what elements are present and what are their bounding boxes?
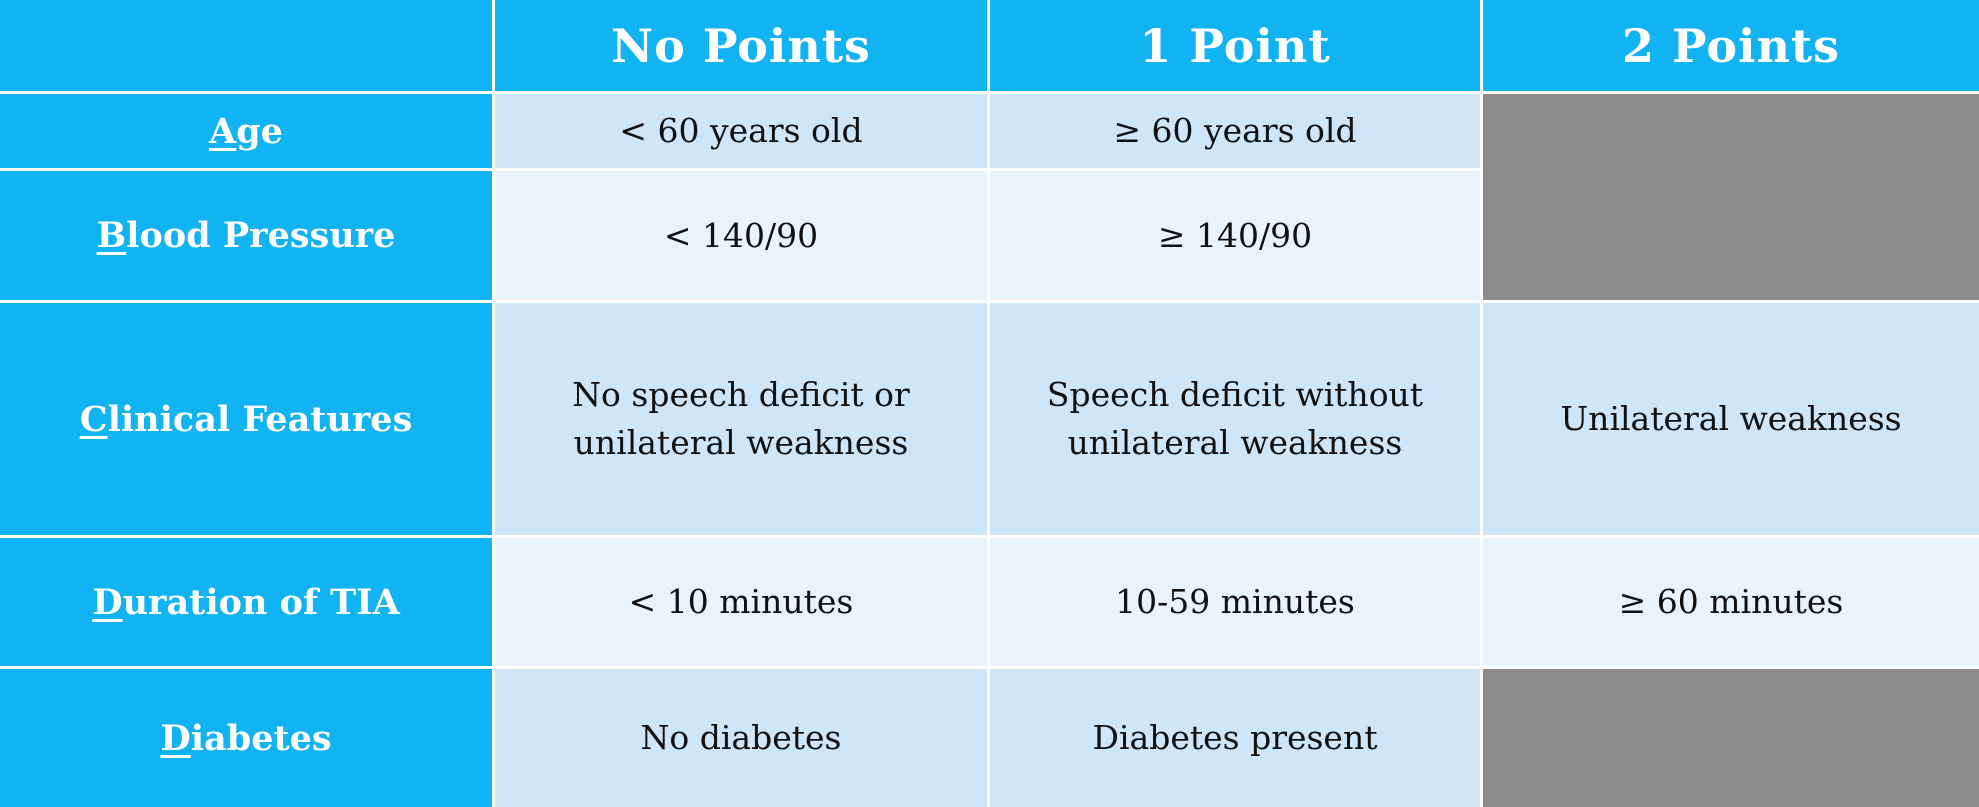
bp-no-points: < 140/90 xyxy=(495,171,990,303)
age-one-point: ≥ 60 years old xyxy=(990,94,1483,171)
header-corner xyxy=(0,0,495,94)
bp-one-point: ≥ 140/90 xyxy=(990,171,1483,303)
row-label-lead-letter: C xyxy=(79,398,108,440)
row-label-rest: uration of TIA xyxy=(122,581,400,623)
row-label-lead-letter: D xyxy=(92,581,123,623)
clinical-no-points: No speech deficit or unilateral weakness xyxy=(495,303,990,538)
clinical-no-points-line-2: unilateral weakness xyxy=(573,423,909,462)
clinical-one-point: Speech deficit without unilateral weakne… xyxy=(990,303,1483,538)
row-label-lead-letter: B xyxy=(96,215,127,256)
row-label-lead-letter: A xyxy=(209,110,237,152)
row-label-rest: iabetes xyxy=(190,717,332,759)
diabetes-no-points: No diabetes xyxy=(495,669,990,807)
header-two-points: 2 Points xyxy=(1483,0,1979,94)
header-one-point: 1 Point xyxy=(990,0,1483,94)
clinical-one-point-line-1: Speech deficit without xyxy=(1046,375,1424,415)
diabetes-one-point: Diabetes present xyxy=(990,669,1483,807)
row-label-rest: lood Pressure xyxy=(126,215,396,256)
duration-no-points: < 10 minutes xyxy=(495,538,990,669)
row-label-lead-letter: D xyxy=(160,717,191,759)
row-label-rest: ge xyxy=(236,110,283,152)
duration-two-points: ≥ 60 minutes xyxy=(1483,538,1979,669)
clinical-two-points: Unilateral weakness xyxy=(1483,303,1979,538)
header-no-points: No Points xyxy=(495,0,990,94)
not-applicable-block-diabetes xyxy=(1483,669,1979,807)
clinical-one-point-line-2: unilateral weakness xyxy=(1067,423,1403,462)
duration-one-point: 10-59 minutes xyxy=(990,538,1483,669)
not-applicable-block-age-bp xyxy=(1483,94,1979,303)
row-label-rest: linical Features xyxy=(107,398,413,440)
clinical-no-points-line-1: No speech deficit or xyxy=(572,375,910,415)
age-no-points: < 60 years old xyxy=(495,94,990,171)
